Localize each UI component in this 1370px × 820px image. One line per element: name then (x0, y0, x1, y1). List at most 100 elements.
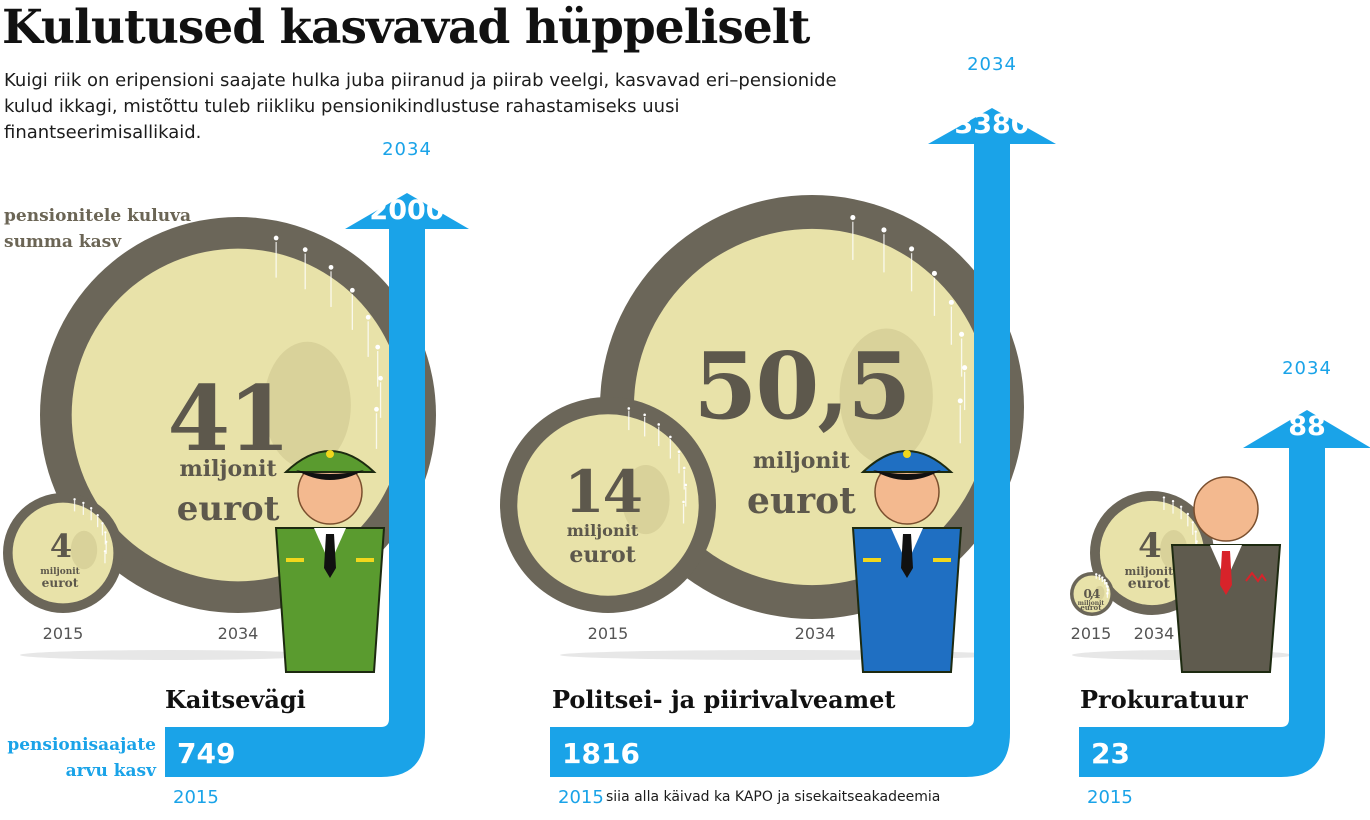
figure-kaitsevagi (274, 450, 386, 673)
coin-map (622, 465, 670, 535)
coin-star (1106, 592, 1109, 595)
pensioners-2034: 3380 (954, 109, 1029, 140)
cap-badge (326, 450, 334, 458)
coin-value: 14 (564, 458, 641, 526)
pensioners-2034: 88 (1288, 411, 1326, 442)
growth-arrow (1079, 410, 1370, 777)
coin-unit-line1: miljonit (753, 448, 851, 474)
coin-star (682, 500, 685, 504)
coin-star (73, 498, 76, 501)
coin-star (82, 501, 85, 505)
coin-star (1179, 505, 1183, 508)
bar-year-start: 2015 (173, 787, 219, 808)
coin-star (89, 507, 93, 510)
coin-star (365, 314, 371, 320)
coin-star (1194, 530, 1197, 533)
coin-unit-line2: eurot (1128, 576, 1171, 592)
cap-badge (903, 450, 911, 458)
coin-map (70, 530, 98, 570)
arrow-year-end: 2034 (967, 54, 1017, 75)
coin-unit-line2: eurot (1080, 603, 1102, 612)
tie (324, 534, 336, 578)
coin-star (1105, 581, 1108, 585)
cap-crown (860, 450, 954, 473)
coin-star (101, 522, 104, 525)
growth-arrow (550, 108, 1056, 777)
coin-star (328, 264, 334, 270)
cap-visor (296, 470, 364, 480)
figure-prokuratuur (1170, 476, 1282, 673)
arrow-year-end: 2034 (1282, 358, 1332, 379)
coin-value: 0,4 (1083, 587, 1100, 601)
uniform (851, 527, 963, 673)
coin-star (1191, 521, 1194, 524)
coin-star (1106, 585, 1109, 588)
cost-growth-label: pensionitele kuluva summa kasv (4, 203, 191, 255)
coin-star (850, 214, 856, 221)
coin-star (378, 375, 383, 381)
page-title: Kulutused kasvavad hüppeliselt (2, 0, 810, 55)
coin-value: 50,5 (693, 332, 909, 440)
coin-star (1186, 512, 1190, 516)
epaulette-right (933, 558, 951, 562)
page-subtitle: Kuigi riik on eripensioni saajate hulka … (4, 70, 837, 143)
coin-year-start: 2015 (1071, 624, 1112, 643)
cost-growth-label-line1: pensionitele kuluva (4, 206, 191, 226)
coin-star (1103, 578, 1106, 582)
coin-star (375, 344, 381, 350)
agency-name: Politsei- ja piirivalveamet (552, 685, 895, 714)
pensioners-2015: 1816 (562, 737, 640, 770)
coin-unit-line1: miljonit (567, 521, 639, 540)
uniform (274, 527, 386, 673)
coin-star (948, 299, 954, 305)
bar-year-start: 2015 (1087, 787, 1133, 808)
epaulette-left (286, 558, 304, 562)
pensioners-2034: 2000 (369, 195, 444, 226)
coin-unit-line1: miljonit (1078, 600, 1105, 607)
cost-growth-label-line2: summa kasv (4, 232, 122, 252)
coin-star (302, 247, 308, 253)
coin-star (273, 235, 279, 241)
arrow-politsei: 2034 3380 1816 2015 (550, 54, 1056, 808)
agency-name: Kaitsevägi (165, 685, 306, 714)
coin-star (677, 450, 681, 453)
coin-star (1098, 574, 1101, 577)
epaulette-right (356, 558, 374, 562)
coin-star (104, 540, 108, 544)
agency-name: Prokuratuur (1080, 685, 1248, 714)
coin-unit-line2: eurot (42, 576, 79, 590)
coin-map (263, 341, 351, 469)
coin-year-start: 2015 (588, 624, 629, 643)
coin-unit-line1: miljonit (1125, 565, 1174, 578)
count-growth-label-line1: pensionisaajate (7, 735, 156, 755)
coin-star (643, 413, 646, 417)
coin-unit-line2: eurot (177, 489, 280, 529)
tie (1220, 551, 1232, 595)
pensioners-2015: 749 (177, 737, 235, 770)
pensioners-2015: 23 (1091, 737, 1130, 770)
coin-year-end: 2034 (795, 624, 836, 643)
coin-star (669, 435, 672, 439)
coin-face (1073, 575, 1111, 613)
coin-year-start: 2015 (43, 624, 84, 643)
coin-star (349, 287, 355, 293)
coin-face (517, 414, 699, 596)
coin-unit-line2: eurot (569, 542, 636, 568)
cap-crown (283, 450, 377, 473)
count-growth-label: pensionisaajate arvu kasv (4, 732, 156, 784)
coin-star (1171, 500, 1175, 503)
cap-visor (873, 470, 941, 480)
coin-star (959, 331, 965, 337)
coin-star (1101, 576, 1104, 579)
coin-star (1195, 540, 1198, 543)
tie (901, 534, 913, 578)
coin-unit-line1: miljonit (40, 567, 80, 577)
pocket-square (1245, 571, 1267, 583)
coin-star (374, 406, 379, 412)
coin-star (104, 531, 107, 534)
arrow-year-end: 2034 (382, 139, 432, 160)
coin-star (684, 483, 688, 487)
